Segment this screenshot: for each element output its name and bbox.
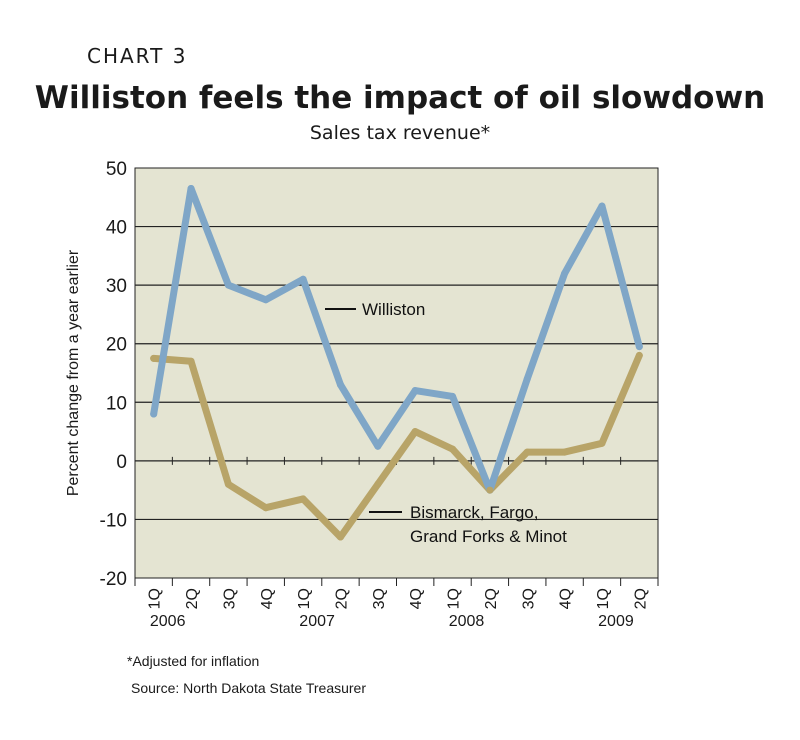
- data-point: [262, 296, 270, 304]
- data-point: [224, 480, 232, 488]
- data-point: [486, 486, 494, 494]
- x-tick-label: 2Q: [632, 588, 649, 609]
- y-tick-label: 50: [106, 159, 127, 180]
- x-tick-label: 4Q: [408, 588, 425, 609]
- data-point: [635, 343, 643, 351]
- series-line-williston: [150, 185, 643, 494]
- data-point: [187, 357, 195, 365]
- plot-area: [134, 167, 659, 579]
- data-point: [299, 275, 307, 283]
- x-tick-label: 2Q: [333, 588, 350, 609]
- data-point: [262, 504, 270, 512]
- data-point: [523, 375, 531, 383]
- data-point: [411, 428, 419, 436]
- data-point: [299, 495, 307, 503]
- x-year-label: 2007: [299, 613, 335, 630]
- data-point: [561, 269, 569, 277]
- y-tick-label: -10: [100, 510, 127, 531]
- y-tick-label: 20: [106, 335, 127, 356]
- others-label-line-1: Bismarck, Fargo,: [410, 503, 538, 522]
- data-point: [598, 202, 606, 210]
- x-tick-label: 4Q: [558, 588, 575, 609]
- y-axis-title: Percent change from a year earlier: [65, 249, 82, 496]
- chart-number-label: CHART 3: [87, 44, 188, 68]
- x-tick-label: 3Q: [371, 588, 388, 609]
- williston-label: Williston: [362, 300, 425, 319]
- line-chart: 50 40 30 20 10 0 -10 -20 Percent change from a y…: [65, 159, 659, 630]
- data-point: [561, 448, 569, 456]
- y-tick-label: -20: [100, 569, 127, 590]
- x-tick-label: 4Q: [259, 588, 276, 609]
- series-line-other-cities: [150, 351, 643, 541]
- y-tick-label: 40: [106, 218, 127, 239]
- data-point: [224, 281, 232, 289]
- data-point: [336, 533, 344, 541]
- y-tick-label: 0: [116, 452, 127, 473]
- x-tick-label: 1Q: [595, 588, 612, 609]
- footnote: *Adjusted for inflation: [127, 653, 260, 669]
- data-point: [336, 381, 344, 389]
- x-tick-label: 3Q: [520, 588, 537, 609]
- y-tick-label: 10: [106, 393, 127, 414]
- x-year-label: 2008: [449, 613, 485, 630]
- data-point: [635, 351, 643, 359]
- others-label-line-2: Grand Forks & Minot: [410, 527, 567, 546]
- y-tick-label: 30: [106, 276, 127, 297]
- data-point: [449, 392, 457, 400]
- data-point: [150, 354, 158, 362]
- data-point: [411, 387, 419, 395]
- x-tick-label: 1Q: [147, 588, 164, 609]
- x-tick-label: 2Q: [483, 588, 500, 609]
- x-year-label: 2006: [150, 613, 186, 630]
- data-point: [150, 410, 158, 418]
- x-year-label: 2009: [598, 613, 634, 630]
- chart-subtitle: Sales tax revenue*: [309, 122, 491, 144]
- x-tick-label: 2Q: [184, 588, 201, 609]
- x-tick-label: 1Q: [296, 588, 313, 609]
- data-point: [449, 445, 457, 453]
- x-tick-label: 3Q: [221, 588, 238, 609]
- source-note: Source: North Dakota State Treasurer: [131, 680, 366, 696]
- data-point: [374, 480, 382, 488]
- data-point: [523, 448, 531, 456]
- chart-title: Williston feels the impact of oil slowdo…: [34, 80, 766, 116]
- data-point: [374, 442, 382, 450]
- x-tick-label: 1Q: [446, 588, 463, 609]
- data-point: [187, 185, 195, 192]
- data-point: [598, 439, 606, 447]
